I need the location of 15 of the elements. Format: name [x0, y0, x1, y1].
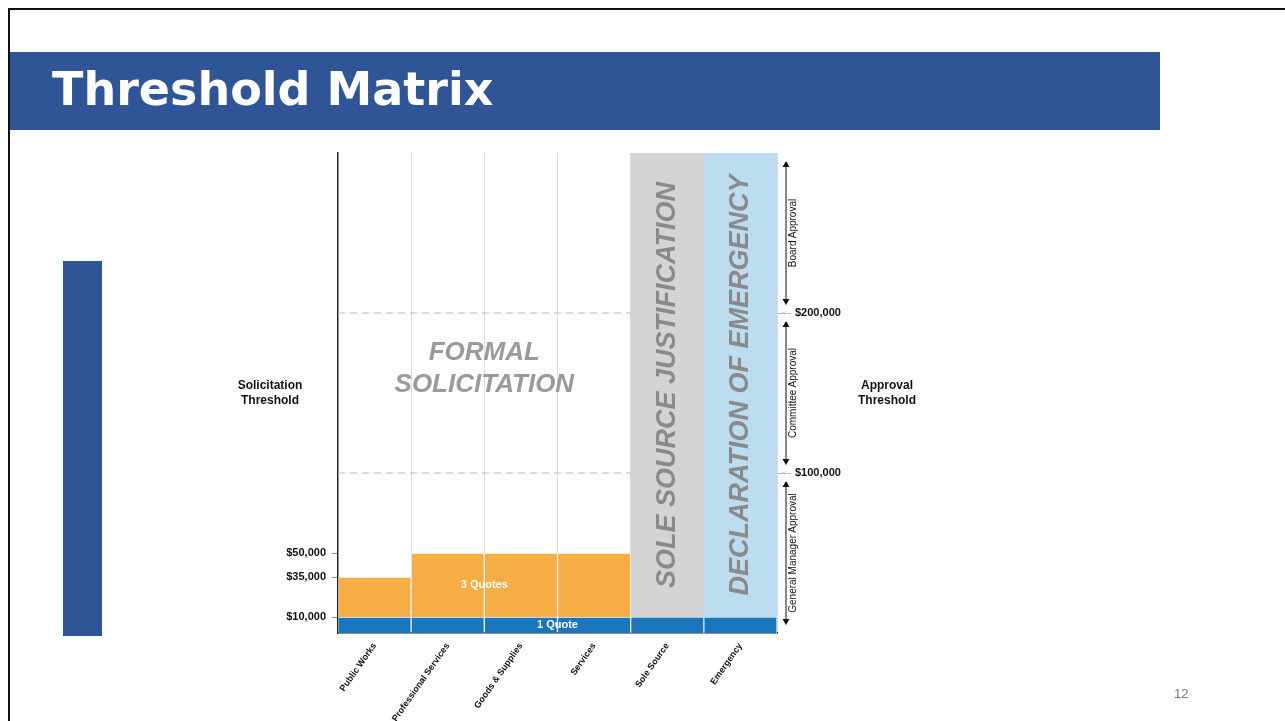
text: Committee Approval — [786, 347, 798, 439]
y-tick-label: $35,000 — [286, 570, 326, 583]
y2-axis-title: Approval Threshold — [857, 377, 917, 407]
band-label: DECLARATION OF EMERGENCY — [723, 171, 754, 596]
y2-tick-label: $200,000 — [795, 306, 841, 319]
text: 12 — [1174, 686, 1189, 701]
band-label: SOLE SOURCE JUSTIFICATION — [650, 181, 681, 589]
text: General Manager Approval — [786, 493, 798, 613]
text: Board Approval — [786, 198, 798, 268]
y-tick-label: $50,000 — [286, 546, 326, 559]
y-tick-label: $10,000 — [286, 610, 326, 623]
chart-title: Threshold Matrix — [52, 62, 494, 116]
y2-tick-label: $100,000 — [795, 466, 841, 479]
annotation: FORMAL SOLICITATION — [394, 336, 576, 399]
y-axis-title: Solicitation Threshold — [237, 377, 303, 407]
